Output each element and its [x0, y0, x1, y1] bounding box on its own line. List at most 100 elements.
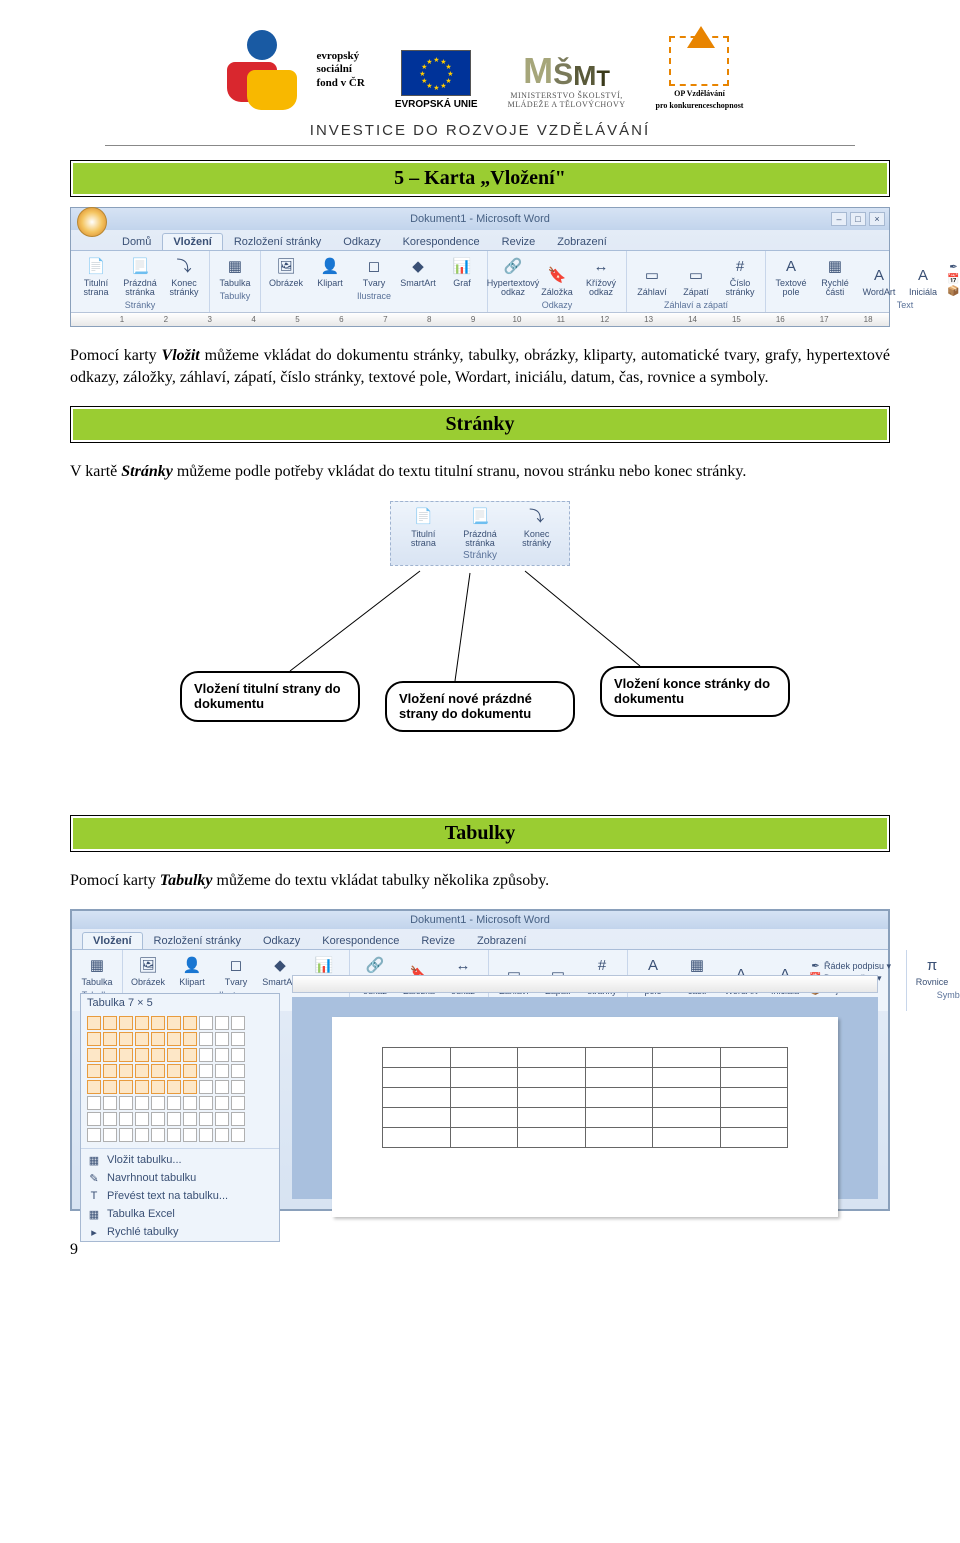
- grid-cell[interactable]: [231, 1112, 245, 1126]
- grid-cell[interactable]: [87, 1064, 101, 1078]
- tab-domů[interactable]: Domů: [111, 233, 162, 250]
- ribbon-item[interactable]: ▭Záhlaví: [633, 264, 671, 297]
- grid-cell[interactable]: [183, 1016, 197, 1030]
- maximize-icon[interactable]: □: [850, 212, 866, 226]
- tab-korespondence[interactable]: Korespondence: [311, 932, 410, 949]
- grid-cell[interactable]: [87, 1096, 101, 1110]
- grid-cell[interactable]: [119, 1016, 133, 1030]
- grid-cell[interactable]: [87, 1016, 101, 1030]
- stranky-item[interactable]: 📄Titulnístrana: [396, 506, 450, 548]
- ribbon-item[interactable]: 👤Klipart: [173, 954, 211, 987]
- grid-cell[interactable]: [151, 1128, 165, 1142]
- ribbon-item[interactable]: ▦Rychléčásti: [816, 255, 854, 297]
- ribbon-item[interactable]: ▦Tabulka: [216, 255, 254, 288]
- grid-cell[interactable]: [231, 1096, 245, 1110]
- grid-cell[interactable]: [199, 1112, 213, 1126]
- tab-revize[interactable]: Revize: [491, 233, 547, 250]
- grid-cell[interactable]: [87, 1080, 101, 1094]
- grid-cell[interactable]: [215, 1048, 229, 1062]
- grid-cell[interactable]: [151, 1064, 165, 1078]
- tab-zobrazení[interactable]: Zobrazení: [546, 233, 618, 250]
- ribbon-item[interactable]: πRovnice: [913, 954, 951, 987]
- ribbon-item[interactable]: ◻Tvary: [355, 255, 393, 288]
- grid-cell[interactable]: [215, 1064, 229, 1078]
- grid-cell[interactable]: [167, 1048, 181, 1062]
- grid-cell[interactable]: [87, 1128, 101, 1142]
- grid-cell[interactable]: [215, 1032, 229, 1046]
- grid-cell[interactable]: [231, 1064, 245, 1078]
- grid-cell[interactable]: [167, 1064, 181, 1078]
- grid-cell[interactable]: [231, 1032, 245, 1046]
- grid-cell[interactable]: [183, 1080, 197, 1094]
- grid-cell[interactable]: [215, 1080, 229, 1094]
- dropdown-menu-item[interactable]: ▸Rychlé tabulky: [81, 1223, 279, 1241]
- grid-cell[interactable]: [119, 1096, 133, 1110]
- dropdown-menu-item[interactable]: ▦Vložit tabulku...: [81, 1151, 279, 1169]
- tab-zobrazení[interactable]: Zobrazení: [466, 932, 538, 949]
- ribbon-item[interactable]: ▦Tabulka: [78, 954, 116, 987]
- grid-cell[interactable]: [119, 1032, 133, 1046]
- ribbon-item[interactable]: AIniciála: [904, 264, 942, 297]
- grid-cell[interactable]: [103, 1048, 117, 1062]
- grid-cell[interactable]: [103, 1096, 117, 1110]
- ribbon-stacked-item[interactable]: 📅Datum a čas ▾: [948, 274, 960, 285]
- tab-rozložení-stránky[interactable]: Rozložení stránky: [143, 932, 252, 949]
- grid-cell[interactable]: [167, 1032, 181, 1046]
- grid-cell[interactable]: [119, 1064, 133, 1078]
- ribbon-item[interactable]: AWordArt: [860, 264, 898, 297]
- grid-cell[interactable]: [135, 1064, 149, 1078]
- grid-cell[interactable]: [183, 1112, 197, 1126]
- grid-cell[interactable]: [103, 1112, 117, 1126]
- grid-cell[interactable]: [167, 1080, 181, 1094]
- ribbon-item[interactable]: ◻Tvary: [217, 954, 255, 987]
- tab-korespondence[interactable]: Korespondence: [392, 233, 491, 250]
- grid-cell[interactable]: [183, 1128, 197, 1142]
- grid-cell[interactable]: [135, 1016, 149, 1030]
- tab-vložení[interactable]: Vložení: [82, 932, 143, 949]
- grid-cell[interactable]: [87, 1032, 101, 1046]
- ribbon-item[interactable]: 🖼Obrázek: [267, 255, 305, 288]
- ribbon-item[interactable]: 👤Klipart: [311, 255, 349, 288]
- grid-cell[interactable]: [231, 1048, 245, 1062]
- ribbon-item[interactable]: 📄Titulnístrana: [77, 255, 115, 297]
- grid-cell[interactable]: [167, 1016, 181, 1030]
- grid-cell[interactable]: [135, 1112, 149, 1126]
- tab-odkazy[interactable]: Odkazy: [252, 932, 311, 949]
- grid-cell[interactable]: [199, 1128, 213, 1142]
- grid-cell[interactable]: [215, 1128, 229, 1142]
- grid-cell[interactable]: [231, 1080, 245, 1094]
- grid-cell[interactable]: [103, 1064, 117, 1078]
- minimize-icon[interactable]: –: [831, 212, 847, 226]
- grid-cell[interactable]: [215, 1096, 229, 1110]
- office-button-icon[interactable]: [77, 207, 107, 237]
- ribbon-item[interactable]: #Číslostránky: [721, 255, 759, 297]
- grid-cell[interactable]: [151, 1112, 165, 1126]
- ribbon-item[interactable]: 🖼Obrázek: [129, 954, 167, 987]
- grid-cell[interactable]: [135, 1128, 149, 1142]
- tab-revize[interactable]: Revize: [410, 932, 466, 949]
- tab-vložení[interactable]: Vložení: [162, 233, 223, 250]
- grid-cell[interactable]: [135, 1048, 149, 1062]
- grid-cell[interactable]: [167, 1128, 181, 1142]
- stranky-item[interactable]: 📃Prázdnástránka: [453, 506, 507, 548]
- grid-cell[interactable]: [135, 1080, 149, 1094]
- grid-cell[interactable]: [183, 1096, 197, 1110]
- grid-cell[interactable]: [199, 1048, 213, 1062]
- grid-cell[interactable]: [215, 1112, 229, 1126]
- grid-cell[interactable]: [119, 1112, 133, 1126]
- ribbon-item[interactable]: 🔖Záložka: [538, 264, 576, 297]
- grid-cell[interactable]: [199, 1080, 213, 1094]
- grid-cell[interactable]: [103, 1128, 117, 1142]
- grid-cell[interactable]: [119, 1128, 133, 1142]
- dropdown-menu-item[interactable]: TPřevést text na tabulku...: [81, 1187, 279, 1205]
- dropdown-menu-item[interactable]: ✎Navrhnout tabulku: [81, 1169, 279, 1187]
- grid-cell[interactable]: [199, 1016, 213, 1030]
- ribbon-item[interactable]: 🔗Hypertextovýodkaz: [494, 255, 532, 297]
- grid-cell[interactable]: [103, 1032, 117, 1046]
- ribbon-item[interactable]: ◆SmartArt: [399, 255, 437, 288]
- grid-cell[interactable]: [199, 1064, 213, 1078]
- ribbon-item[interactable]: ▭Zápatí: [677, 264, 715, 297]
- grid-cell[interactable]: [151, 1016, 165, 1030]
- grid-cell[interactable]: [215, 1016, 229, 1030]
- ribbon-item[interactable]: ↔Křížovýodkaz: [582, 255, 620, 297]
